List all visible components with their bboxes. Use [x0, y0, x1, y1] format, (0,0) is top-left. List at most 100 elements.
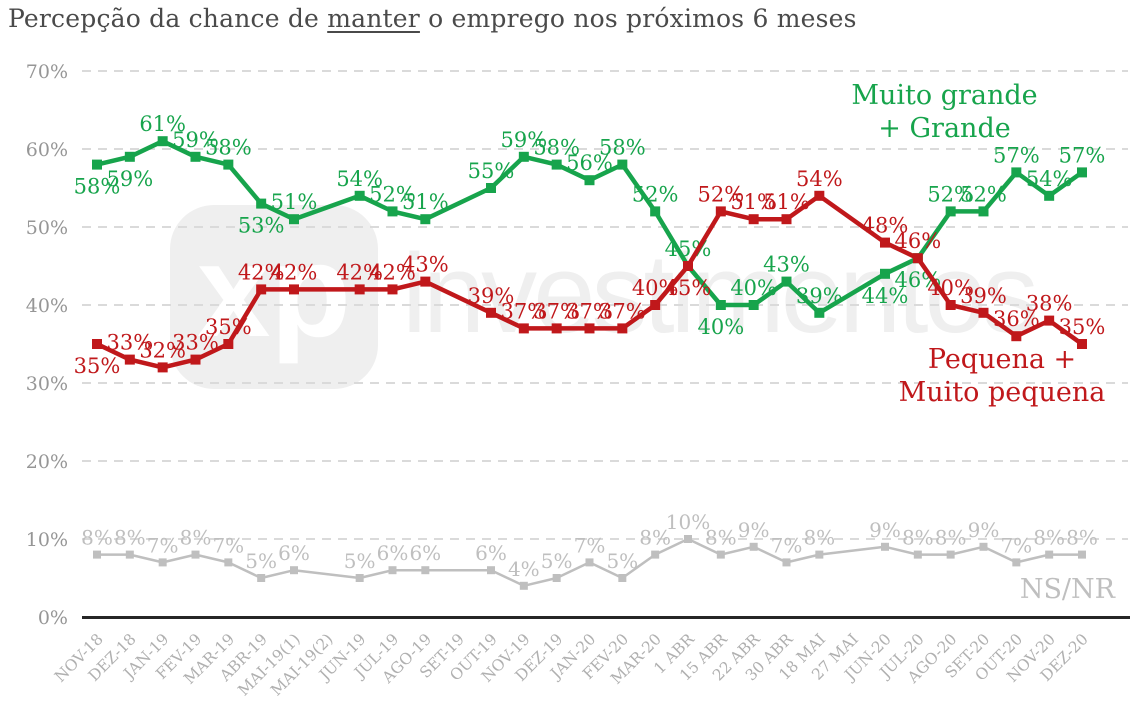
data-point [815, 550, 824, 559]
data-point [387, 206, 398, 217]
y-axis-label: 30% [26, 373, 68, 395]
data-label: 7% [212, 533, 244, 557]
data-point [519, 581, 528, 590]
data-label: 9% [968, 518, 1000, 542]
data-point [518, 151, 529, 162]
series-line [96, 193, 1084, 370]
data-label: 33% [106, 331, 153, 355]
data-point [781, 214, 792, 225]
data-point [715, 300, 726, 310]
data-label: 8% [902, 526, 934, 550]
title-prefix: Percepção da chance de [8, 4, 328, 33]
data-point [618, 574, 627, 582]
data-label: 35% [205, 315, 252, 339]
data-label: 5% [606, 549, 638, 573]
data-point [913, 550, 922, 559]
data-label: 8% [803, 526, 835, 550]
data-label: 57% [1059, 143, 1106, 167]
data-point [946, 550, 955, 559]
data-label: 37% [500, 299, 547, 323]
data-point [420, 214, 431, 225]
data-label: 7% [771, 533, 803, 557]
legend-pequena-line2: Muito pequena [898, 376, 1106, 408]
legend-nsnr: NS/NR [1019, 574, 1115, 605]
data-label: 51% [402, 190, 449, 214]
data-point [224, 558, 233, 567]
data-label: 37% [533, 299, 580, 323]
data-label: 52% [697, 182, 744, 206]
data-point [979, 542, 988, 551]
legend-muito-grande: Muito grande + Grande [812, 80, 1077, 146]
data-point [223, 159, 234, 170]
data-label: 43% [402, 253, 449, 277]
y-axis-label: 50% [26, 217, 68, 239]
data-point [256, 198, 267, 209]
data-point [715, 206, 726, 217]
data-label: 39% [468, 284, 515, 308]
data-point [420, 276, 431, 287]
data-point [814, 307, 825, 318]
data-point [945, 300, 956, 310]
data-point [388, 566, 397, 575]
data-label: 8% [81, 526, 113, 550]
legend-muito-grande-line2: + Grande [878, 112, 1011, 144]
data-label: 37% [599, 299, 646, 323]
data-point [1044, 315, 1055, 326]
data-point [125, 550, 134, 559]
data-point [1045, 550, 1054, 559]
data-point [387, 284, 398, 295]
data-label: 42% [369, 260, 416, 284]
data-point [880, 542, 889, 551]
data-point [354, 190, 365, 201]
data-point [1011, 331, 1022, 342]
data-label: 8% [180, 526, 212, 550]
data-label: 39% [796, 284, 843, 308]
data-label: 42% [336, 260, 383, 284]
data-label: 58% [205, 136, 252, 160]
data-label: 58% [533, 136, 580, 160]
legend-pequena: Pequena + Muito pequena [878, 344, 1126, 410]
data-label: 6% [377, 541, 409, 565]
legend-muito-grande-line1: Muito grande [851, 80, 1038, 111]
data-label: 59% [500, 128, 547, 152]
data-label: 58% [74, 175, 121, 199]
data-point [912, 253, 923, 264]
data-point [814, 190, 825, 201]
data-label: 52% [369, 182, 416, 206]
data-point [879, 268, 890, 279]
data-point [945, 206, 956, 217]
data-label: 56% [566, 151, 613, 175]
data-label: 7% [147, 533, 179, 557]
data-label: 61% [139, 112, 186, 136]
data-label: 48% [862, 214, 909, 238]
data-point [257, 574, 266, 582]
data-label: 36% [993, 307, 1040, 331]
y-axis-label: 10% [26, 529, 68, 551]
data-point [716, 550, 725, 559]
data-point [1011, 167, 1022, 178]
data-label: 54% [1026, 167, 1073, 191]
data-point [289, 566, 298, 575]
data-label: 7% [574, 533, 606, 557]
series-line [97, 537, 1082, 588]
data-label: 9% [738, 518, 770, 542]
data-label: 52% [927, 182, 974, 206]
data-label: 35% [74, 354, 121, 378]
data-label: 5% [245, 549, 277, 573]
data-point [978, 206, 989, 217]
data-point [1077, 550, 1086, 559]
data-point [288, 284, 299, 295]
data-point [92, 159, 102, 170]
data-label: 52% [632, 182, 679, 206]
data-point [1076, 339, 1087, 349]
data-label: 8% [1033, 526, 1065, 550]
data-point [421, 566, 430, 575]
data-point [978, 307, 989, 318]
y-axis-label: 20% [26, 451, 68, 473]
data-label: 35% [1059, 315, 1106, 339]
data-point [124, 354, 135, 365]
data-label: 6% [409, 541, 441, 565]
data-label: 40% [927, 276, 974, 300]
data-point [190, 151, 201, 162]
data-label: 8% [1066, 526, 1098, 550]
